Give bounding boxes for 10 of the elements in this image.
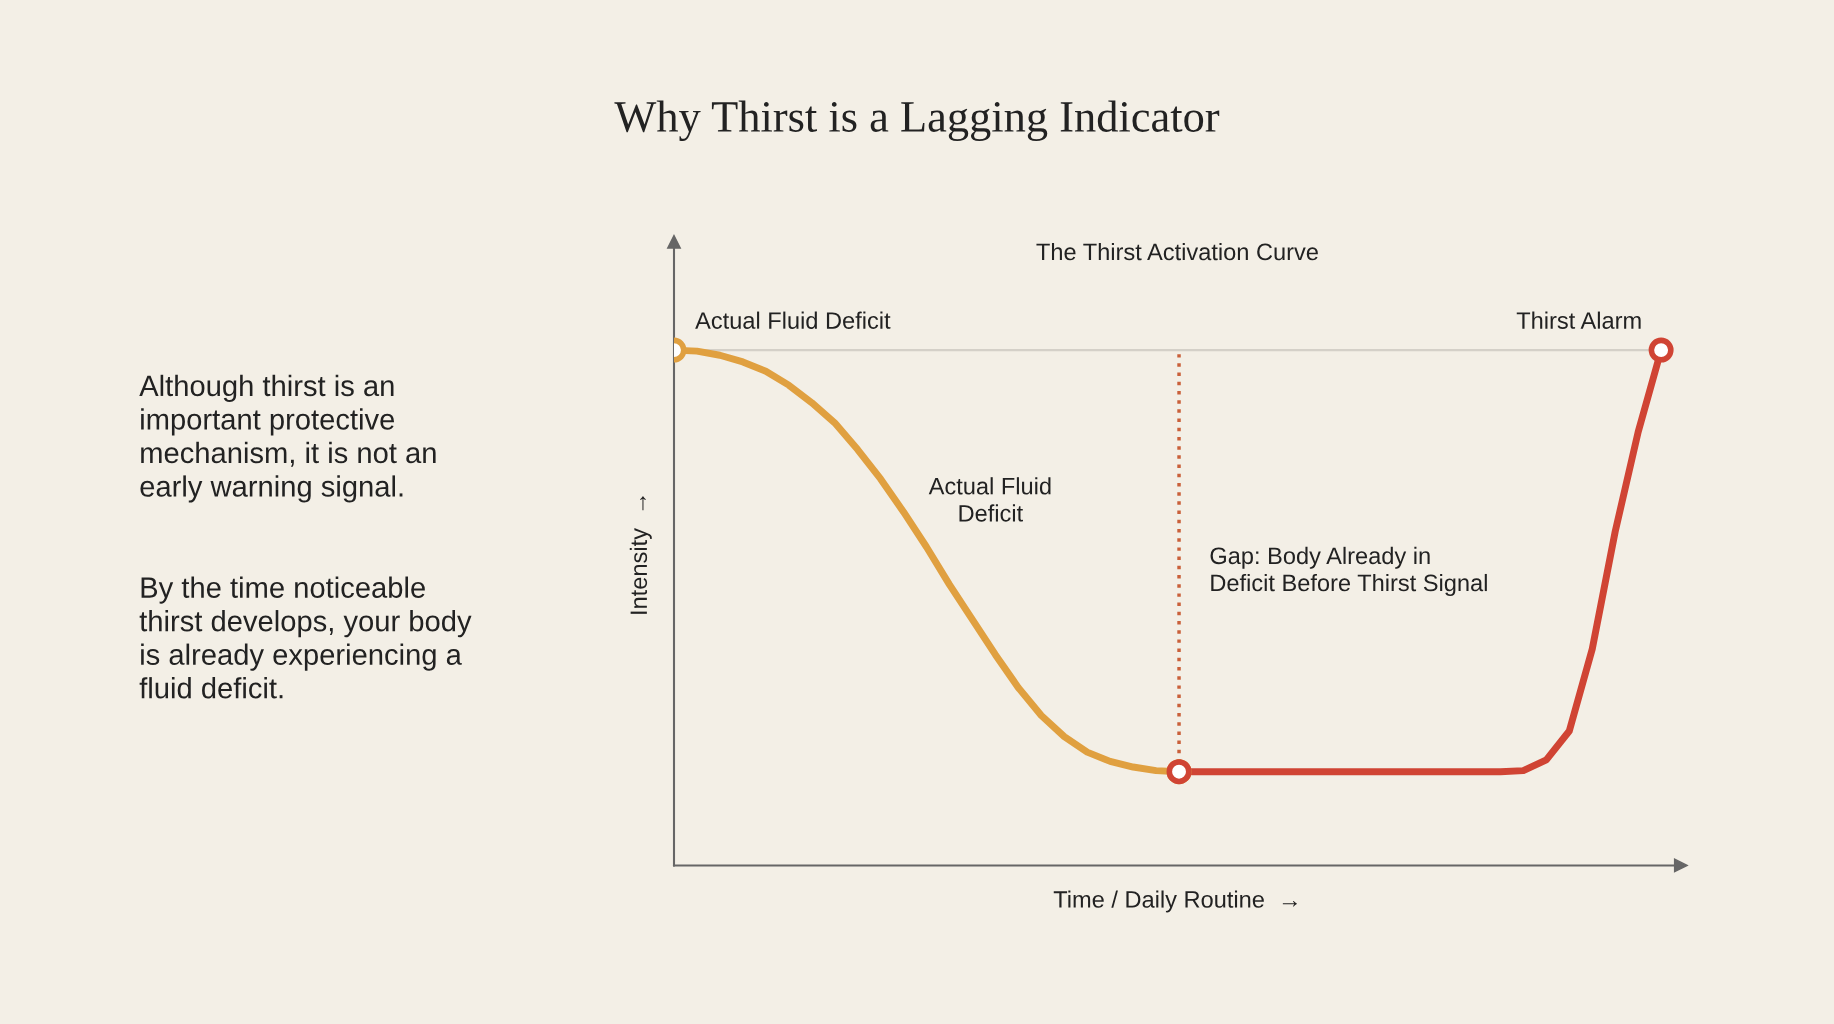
text: Although thirst is an important protective mechanism, it is not an early warning signal. <box>139 374 436 503</box>
chart-title: Why Thirst is a Lagging Indicator <box>614 100 1220 142</box>
annotation: Actual Fluid Deficit <box>928 477 1051 522</box>
y-axis-title: Intensity → <box>629 496 652 614</box>
x-axis-title: Time / Daily Routine → <box>1053 890 1297 913</box>
chart-subtitle: The Thirst Activation Curve <box>1036 242 1318 261</box>
text: By the time noticeable thirst develops, your body is already experiencing a fluid deficit. <box>139 576 472 699</box>
text: Actual Fluid Deficit <box>695 311 891 329</box>
annotation: Gap: Body Already in Deficit Before Thirst Signal <box>1210 546 1487 596</box>
text: Thirst Alarm <box>1516 311 1641 329</box>
